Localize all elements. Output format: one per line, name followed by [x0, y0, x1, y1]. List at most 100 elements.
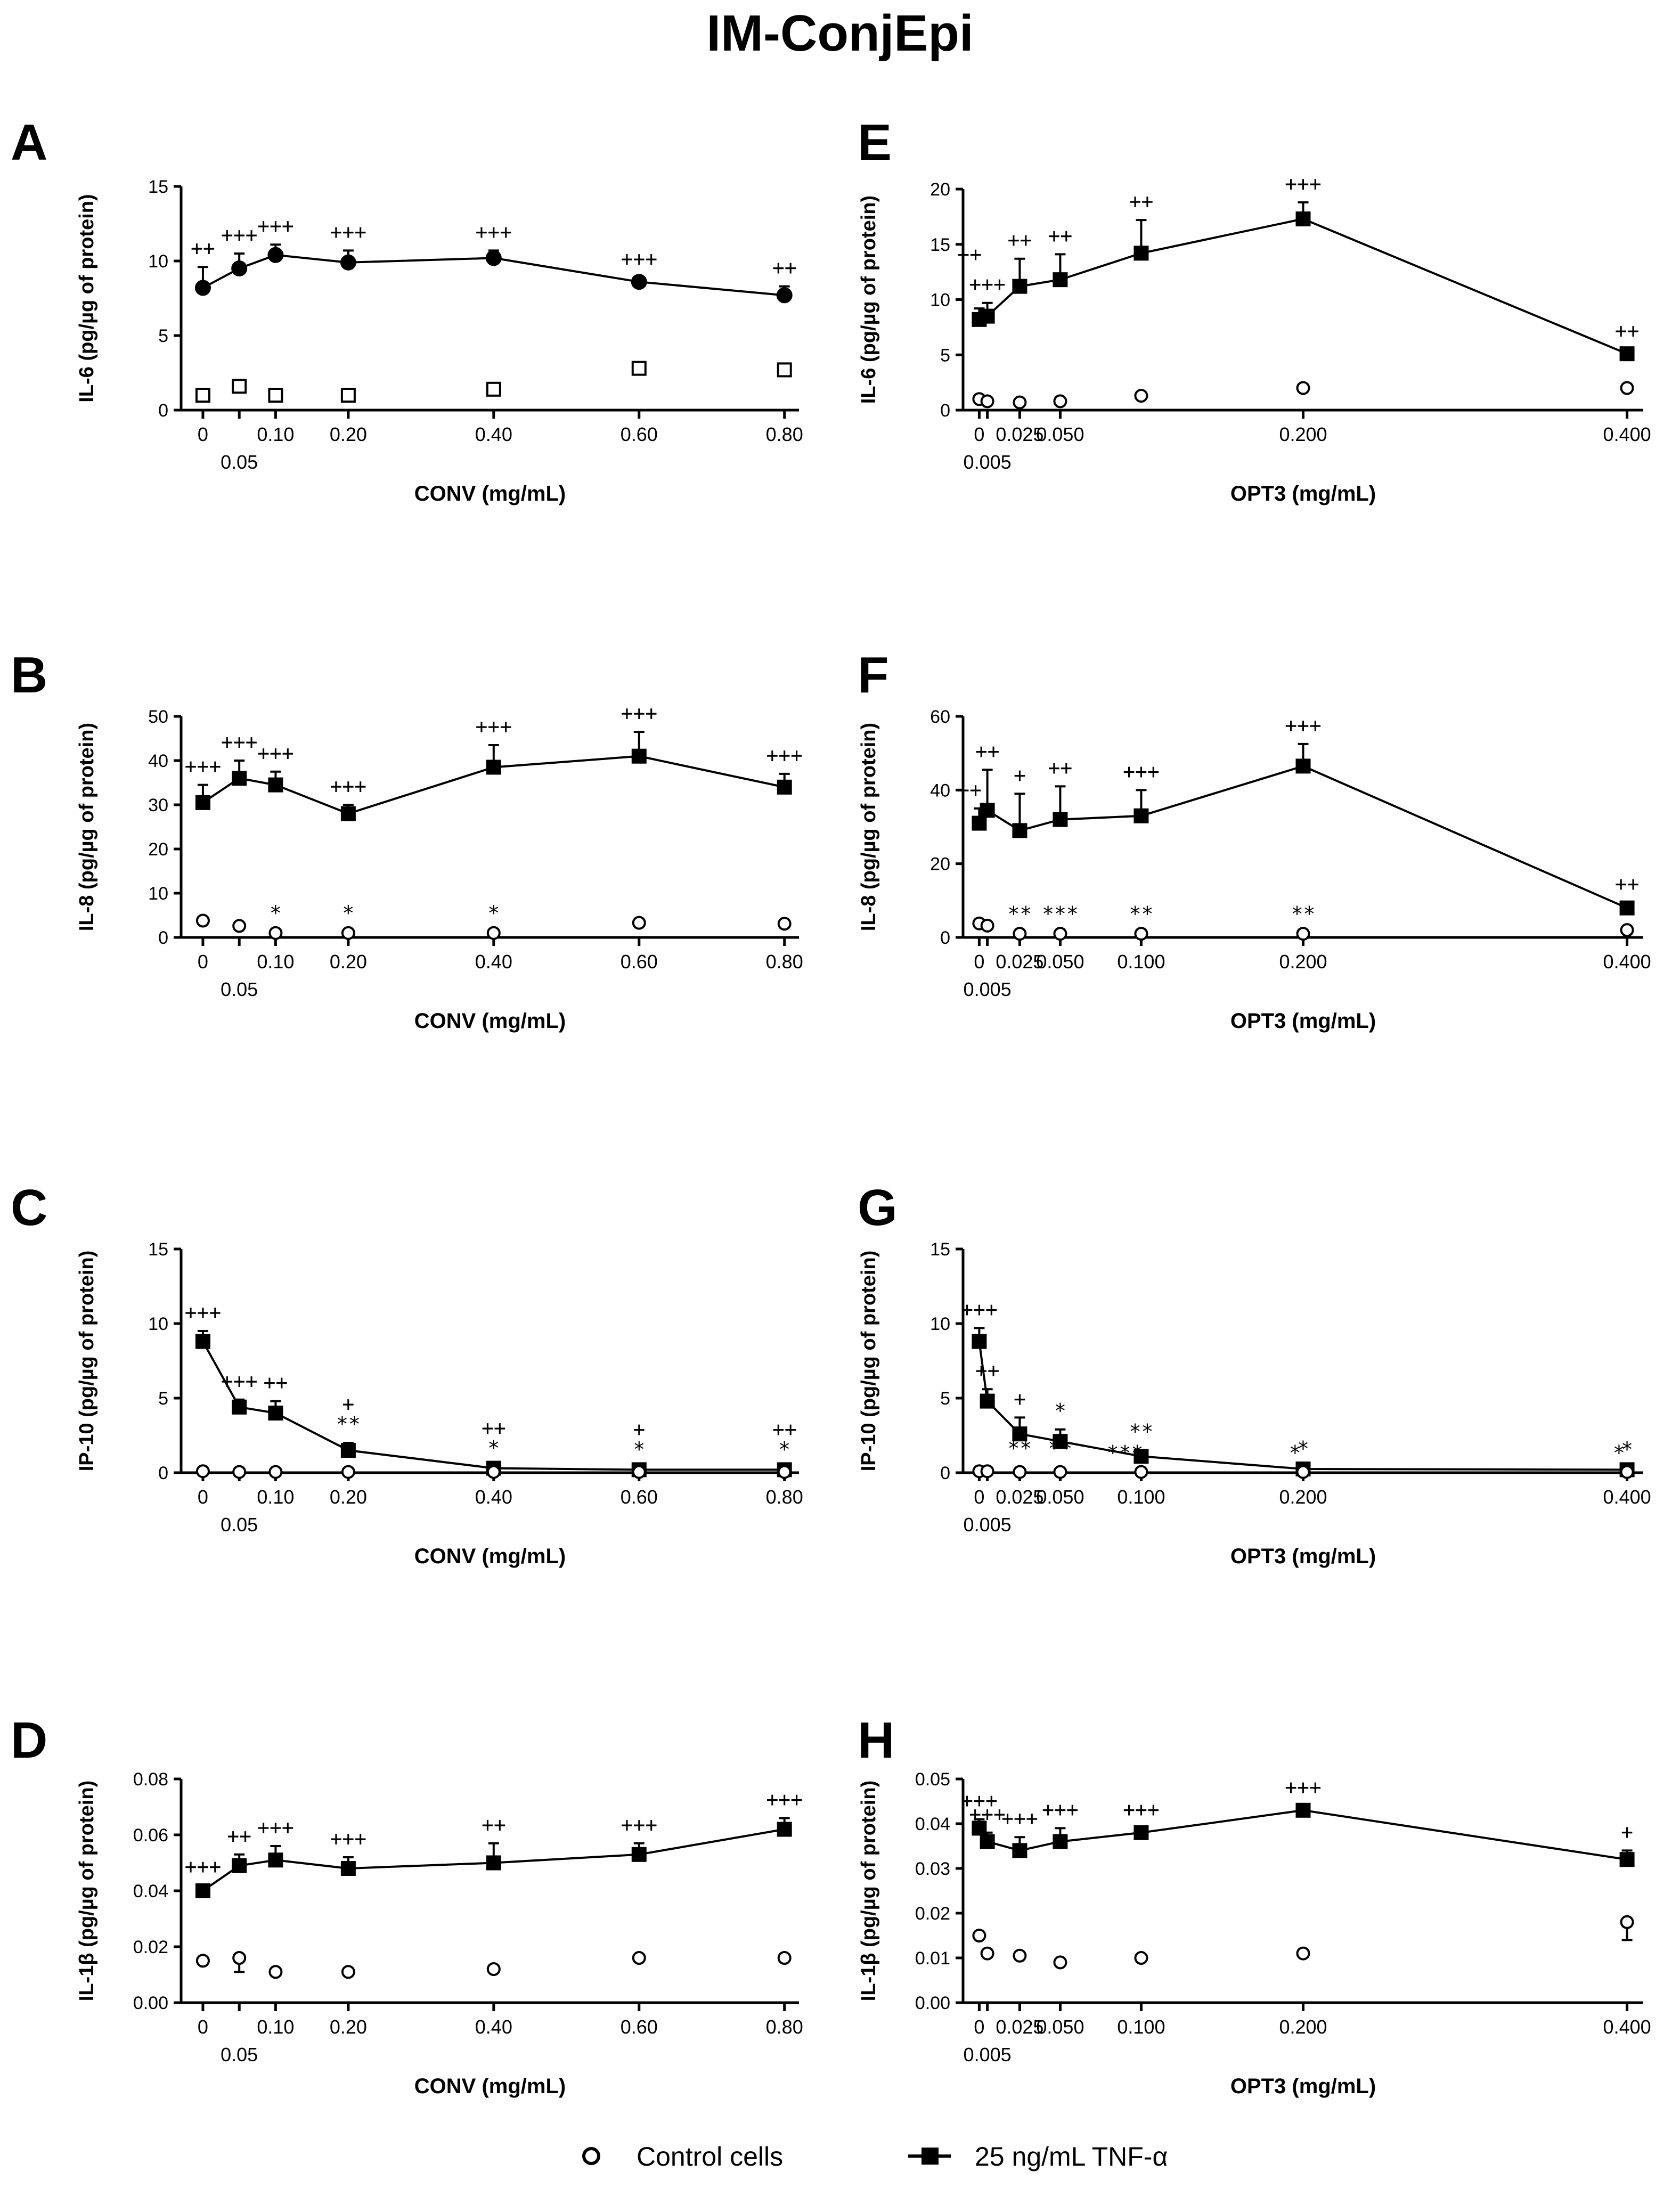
significance-label: +++ — [766, 1788, 803, 1811]
significance-label: +++ — [330, 1827, 367, 1850]
x-tick-label: 0.60 — [621, 1486, 658, 1508]
control-significance-label: * — [1289, 1441, 1301, 1465]
y-tick-label: 5 — [158, 1389, 168, 1409]
x-tick-label: 0.10 — [257, 1486, 294, 1508]
control-point — [195, 913, 210, 928]
control-point — [268, 1465, 283, 1479]
y-tick-label: 0.04 — [915, 1814, 950, 1834]
significance-label: +++ — [621, 701, 657, 725]
x-tick-label: 0.05 — [221, 1514, 258, 1536]
x-tick-label: 0 — [974, 423, 984, 445]
x-tick-label: 0.60 — [621, 2016, 658, 2038]
significance-label: ++ — [772, 1418, 797, 1441]
x-tick-label: 0.400 — [1603, 951, 1651, 973]
y-axis-label: IL-1β (pg/µg of protein) — [858, 1781, 880, 2001]
control-point — [1620, 1465, 1634, 1479]
legend-control-label: Control cells — [637, 2142, 783, 2171]
tnf-point — [972, 1334, 987, 1349]
y-tick-label: 15 — [930, 1239, 950, 1260]
tnf-point — [340, 1443, 356, 1458]
tnf-point — [972, 1821, 987, 1836]
y-tick-label: 10 — [930, 290, 950, 311]
x-axis-label: CONV (mg/mL) — [414, 1545, 566, 1568]
tnf-point — [340, 1861, 356, 1876]
x-tick-label: 0 — [198, 1486, 208, 1508]
tnf-point — [1053, 272, 1068, 288]
x-axis-label: OPT3 (mg/mL) — [1230, 1545, 1376, 1568]
control-significance-label: ** — [1048, 1437, 1073, 1460]
significance-label: + — [633, 1418, 645, 1441]
control-point — [341, 1465, 355, 1479]
significance-label: +++ — [969, 273, 1006, 296]
tnf-point — [631, 1847, 647, 1862]
x-tick-label: 0.050 — [1036, 951, 1084, 973]
y-tick-label: 10 — [930, 1314, 950, 1334]
control-significance-label: ** — [1008, 902, 1032, 926]
y-axis-label: IL-8 (pg/µg of protein) — [858, 723, 880, 931]
x-tick-label: 0 — [974, 2016, 984, 2038]
tnf-point — [340, 254, 356, 271]
tnf-point — [972, 815, 987, 831]
control-point — [1134, 927, 1148, 941]
y-tick-label: 60 — [930, 707, 950, 727]
significance-label: * — [1054, 1399, 1066, 1423]
significance-label: * — [778, 1438, 790, 1462]
control-point — [232, 919, 247, 933]
tnf-point — [777, 1822, 792, 1837]
y-tick-label: 15 — [930, 235, 950, 255]
y-tick-label: 5 — [940, 1389, 950, 1409]
control-point — [486, 1465, 501, 1479]
y-tick-label: 5 — [940, 345, 950, 365]
tnf-point — [195, 1883, 210, 1898]
x-tick-label: 0 — [198, 2016, 208, 2038]
panels: A 0 5 10 15 0 0.05 0.10 0.20 0.40 0.60 0.80 CONV (mg… — [11, 114, 1651, 2098]
x-tick-label: 0.60 — [621, 423, 658, 445]
x-tick-label: 0.025 — [996, 1486, 1043, 1508]
x-tick-label: 0.005 — [964, 1514, 1012, 1536]
y-tick-label: 10 — [148, 1314, 168, 1334]
significance-label: + — [1014, 1387, 1026, 1410]
control-significance-label: * — [342, 902, 354, 925]
y-tick-label: 0 — [158, 401, 168, 421]
significance-label: +++ — [1042, 1798, 1079, 1821]
y-tick-label: 20 — [930, 179, 950, 200]
control-point — [195, 1464, 210, 1479]
significance-label: ++ — [957, 243, 982, 266]
control-point — [1013, 395, 1027, 410]
x-tick-label: 0.40 — [475, 951, 512, 973]
control-point — [341, 1965, 355, 1979]
significance-label: ++ — [482, 1813, 506, 1836]
control-point — [232, 379, 247, 394]
significance-label: ++ — [264, 1371, 288, 1394]
y-tick-label: 50 — [148, 707, 168, 727]
significance-label: ++ — [1008, 228, 1032, 252]
tnf-point — [195, 1334, 210, 1349]
significance-label: +++ — [1123, 1798, 1160, 1821]
y-axis-label: IP-10 (pg/µg of protein) — [76, 1251, 98, 1472]
y-axis-label: IL-6 (pg/µg of protein) — [858, 195, 880, 404]
x-tick-label: 0.025 — [996, 423, 1043, 445]
control-point — [1053, 927, 1067, 941]
control-point — [777, 362, 792, 378]
x-tick-label: 0.400 — [1603, 1486, 1651, 1508]
significance-label: * — [487, 1436, 500, 1460]
significance-label: +++ — [621, 1813, 657, 1836]
control-point — [980, 918, 994, 933]
significance-label: +++ — [185, 1855, 222, 1879]
control-point — [232, 1465, 247, 1479]
control-point — [195, 388, 210, 403]
tnf-point — [268, 1852, 283, 1868]
significance-label: +++ — [330, 220, 367, 243]
x-tick-label: 0.200 — [1279, 951, 1327, 973]
x-tick-label: 0.60 — [621, 951, 658, 973]
tnf-point — [268, 1406, 283, 1421]
panel-b: B 0 10 20 30 40 50 0 0.05 0.10 0.20 0.40 0.60 0.80 CON… — [11, 647, 803, 1033]
control-point — [777, 1951, 792, 1965]
significance-label: ++ — [975, 739, 1000, 763]
control-significance-label: * — [1621, 899, 1633, 922]
control-point — [972, 1929, 986, 1942]
significance-label: +++ — [185, 1301, 222, 1324]
